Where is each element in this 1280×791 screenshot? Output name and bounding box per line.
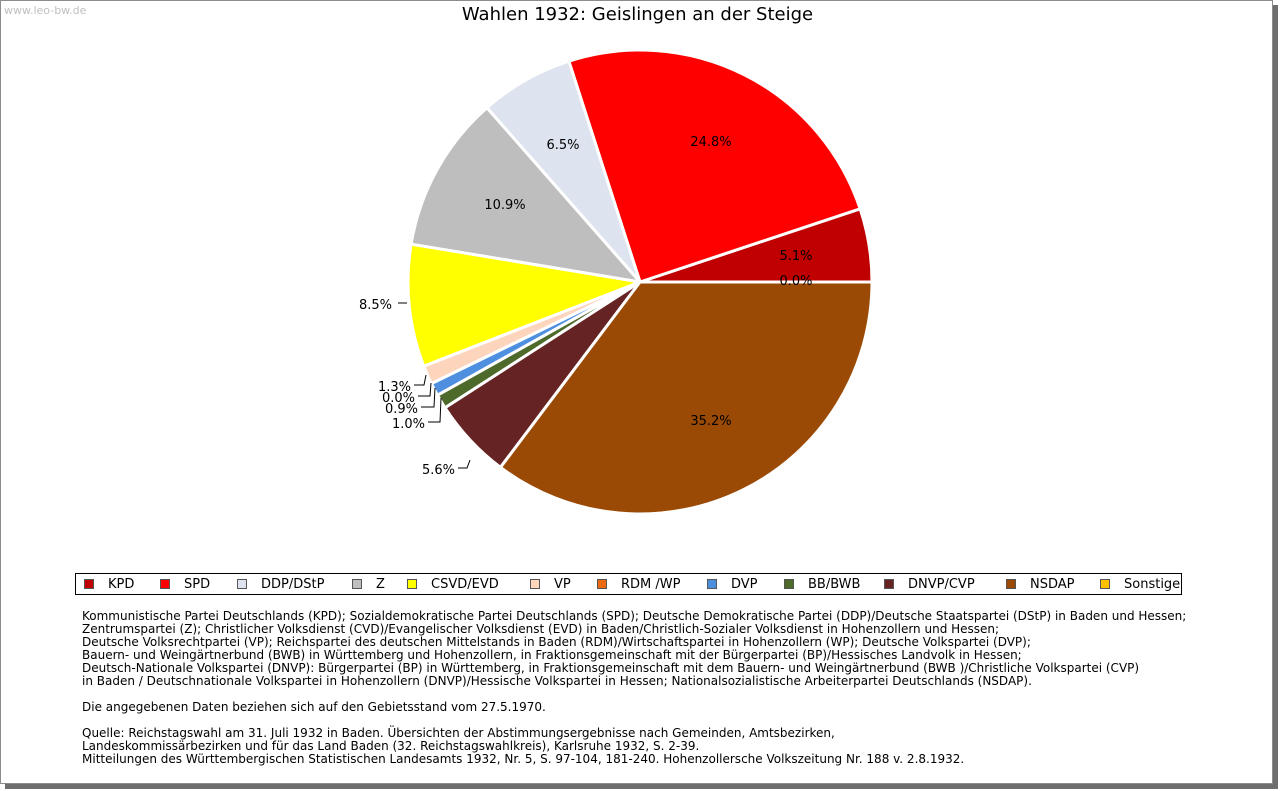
data-label-z: 10.9% <box>484 198 525 213</box>
legend-swatch-rdm-wp <box>597 579 607 589</box>
legend-label-bb-bwb: BB/BWB <box>808 577 861 592</box>
legend-swatch-ddp-dstp <box>237 579 247 589</box>
data-label-dvp: 0.9% <box>385 402 418 417</box>
notes-parties: Kommunistische Partei Deutschlands (KPD)… <box>82 609 1187 688</box>
legend-label-spd: SPD <box>184 577 211 592</box>
leader-line-dvp <box>421 387 436 408</box>
leader-line-bb-bwb <box>428 397 442 423</box>
legend-label-ddp-dstp: DDP/DStP <box>261 577 325 592</box>
pie-slice-nsdap <box>498 280 874 516</box>
legend-swatch-sonstige <box>1100 579 1110 589</box>
leader-line-rdm-wp <box>418 382 432 397</box>
data-label-vp: 1.3% <box>378 380 411 395</box>
legend-swatch-csvd-evd <box>407 579 417 589</box>
pie-slice-z <box>409 105 644 285</box>
data-label-bb-bwb: 1.0% <box>392 417 425 432</box>
chart-title: Wahlen 1932: Geislingen an der Steige <box>461 4 814 25</box>
legend-label-z: Z <box>376 577 385 592</box>
data-label-sonstige: 0.0% <box>779 274 812 289</box>
legend-swatch-z <box>352 579 362 589</box>
legend-label-kpd: KPD <box>108 577 135 592</box>
legend-swatch-kpd <box>84 579 94 589</box>
legend-label-nsdap: NSDAP <box>1030 577 1075 592</box>
legend-label-csvd-evd: CSVD/EVD <box>431 577 499 592</box>
pie-slice-csvd-evd <box>406 242 646 369</box>
legend-swatch-nsdap <box>1006 579 1016 589</box>
watermark: www.leo-bw.de <box>4 4 87 17</box>
notes: Kommunistische Partei Deutschlands (KPD)… <box>82 610 1222 766</box>
legend-swatch-dvp <box>707 579 717 589</box>
legend-swatch-spd <box>160 579 170 589</box>
leader-line-vp <box>414 374 427 386</box>
notes-source: Quelle: Reichstagswahl am 31. Juli 1932 … <box>82 726 965 766</box>
notes-territory: Die angegebenen Daten beziehen sich auf … <box>82 700 546 714</box>
data-label-dnvp-cvp: 5.6% <box>422 463 455 478</box>
data-label-spd: 24.8% <box>690 135 731 150</box>
data-label-rdm-wp: 0.0% <box>382 391 415 406</box>
legend-label-dvp: DVP <box>731 577 758 592</box>
legend-swatch-dnvp-cvp <box>884 579 894 589</box>
pie-chart: 5.1%24.8%6.5%10.9%8.5%1.3%0.0%0.9%1.0%5.… <box>359 48 874 516</box>
legend-swatch-bb-bwb <box>784 579 794 589</box>
legend-label-sonstige: Sonstige <box>1124 577 1181 592</box>
pie-slice-spd <box>566 48 863 284</box>
legend-label-dnvp-cvp: DNVP/CVP <box>908 577 975 592</box>
data-label-nsdap: 35.2% <box>690 414 731 429</box>
data-label-kpd: 5.1% <box>779 249 812 264</box>
legend-label-rdm-wp: RDM /WP <box>621 577 681 592</box>
leader-line-dnvp-cvp <box>458 459 471 469</box>
data-label-csvd-evd: 8.5% <box>359 298 392 313</box>
legend-label-vp: VP <box>554 577 571 592</box>
data-label-ddp-dstp: 6.5% <box>546 138 579 153</box>
legend-swatch-vp <box>530 579 540 589</box>
legend: KPD SPD DDP/DStP Z CSVD/EVD VP RDM /WP DVP BB/BW… <box>75 573 1182 595</box>
